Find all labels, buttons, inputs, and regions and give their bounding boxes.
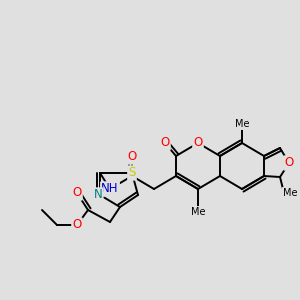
Text: O: O bbox=[128, 151, 136, 164]
Text: Me: Me bbox=[235, 119, 249, 129]
Text: O: O bbox=[72, 218, 82, 232]
Text: O: O bbox=[72, 187, 82, 200]
Text: NH: NH bbox=[101, 182, 119, 196]
Text: S: S bbox=[128, 167, 136, 179]
Text: N: N bbox=[94, 188, 102, 202]
Text: Me: Me bbox=[191, 207, 205, 217]
Text: O: O bbox=[160, 136, 169, 149]
Text: Me: Me bbox=[283, 188, 297, 198]
Text: O: O bbox=[194, 136, 202, 149]
Text: O: O bbox=[284, 157, 294, 169]
